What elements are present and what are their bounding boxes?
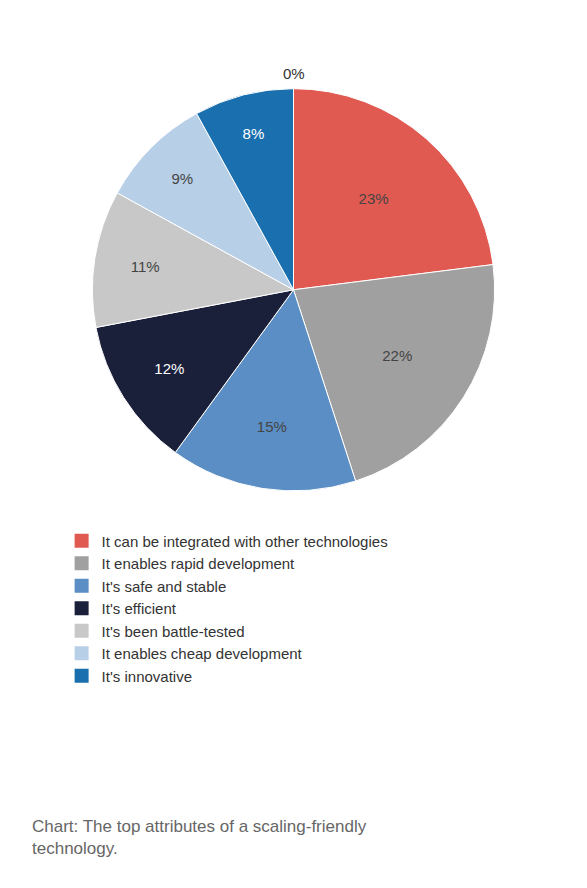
svg-text:It can be integrated with othe: It can be integrated with other technolo…: [102, 533, 388, 550]
svg-text:It's efficient: It's efficient: [102, 600, 177, 617]
svg-text:It's safe and stable: It's safe and stable: [102, 578, 227, 595]
svg-text:9%: 9%: [171, 170, 193, 187]
svg-text:15%: 15%: [257, 418, 287, 435]
svg-text:22%: 22%: [382, 347, 412, 364]
svg-text:8%: 8%: [243, 125, 265, 142]
svg-text:23%: 23%: [359, 190, 389, 207]
svg-text:Chart: The top attributes of a: Chart: The top attributes of a scaling-f…: [32, 817, 367, 858]
svg-text:It's innovative: It's innovative: [102, 668, 192, 685]
svg-text:It's been battle-tested: It's been battle-tested: [102, 623, 245, 640]
svg-text:It enables cheap development: It enables cheap development: [102, 645, 303, 662]
svg-text:0%: 0%: [283, 65, 305, 82]
svg-text:11%: 11%: [131, 258, 160, 275]
svg-text:It enables rapid development: It enables rapid development: [102, 555, 295, 572]
svg-text:12%: 12%: [154, 360, 184, 377]
